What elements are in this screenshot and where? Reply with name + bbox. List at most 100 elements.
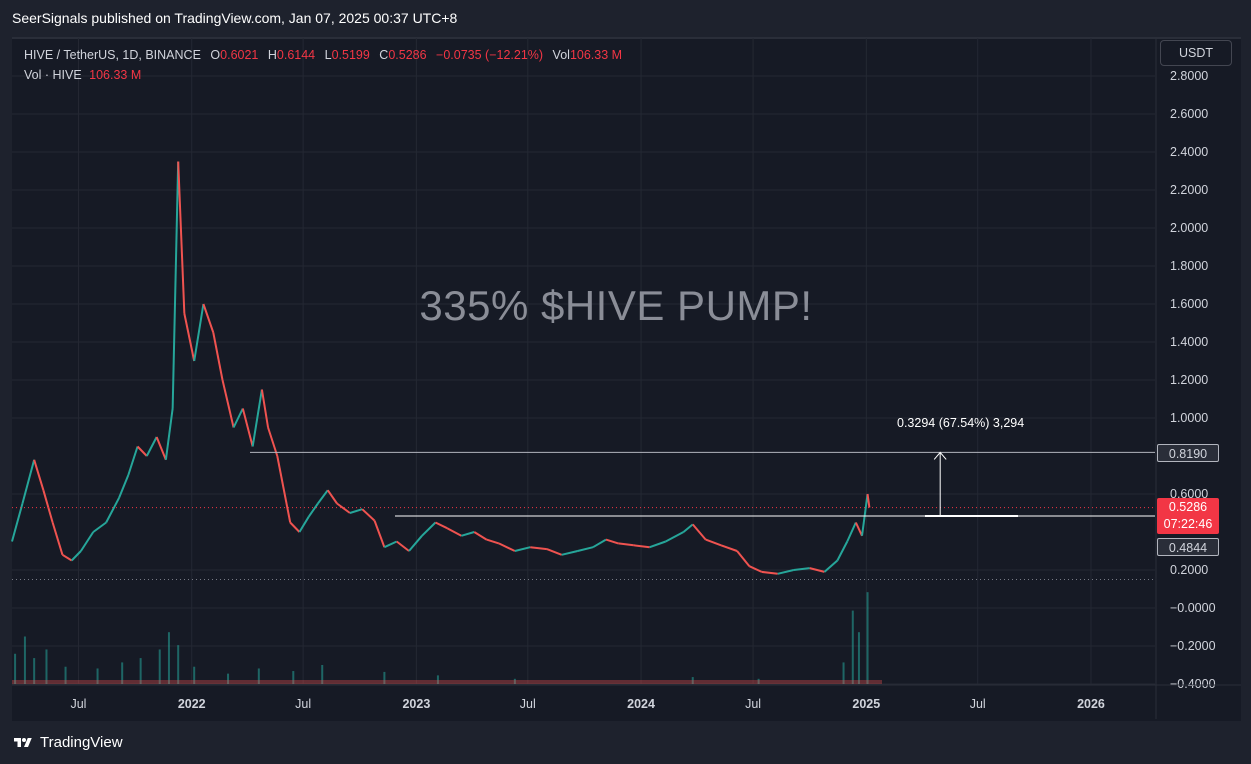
x-tick-label: 2023 [402, 697, 430, 711]
x-axis: Jul 2022 Jul 2023 Jul 2024 Jul 2025 Jul 2026 [12, 684, 1241, 711]
price-segment [105, 497, 120, 523]
legend-close-label: C [379, 48, 389, 62]
price-segment [736, 550, 751, 567]
price-segment [336, 502, 351, 514]
tradingview-footer[interactable]: TradingView [12, 734, 123, 751]
price-segment [267, 427, 279, 457]
price-segment [171, 161, 180, 409]
price-segment [396, 540, 410, 552]
price-segment [720, 544, 738, 552]
volume-bar [857, 632, 860, 684]
price-segment [748, 565, 763, 573]
chart-legend: HIVE / TetherUS, 1D, BINANCE O0.6021 H0.… [24, 45, 622, 85]
legend-high-label: H [267, 48, 277, 62]
price-segment [605, 538, 619, 545]
legend-volume: 106.33 M [569, 48, 623, 62]
price-segment [42, 489, 54, 523]
x-tick-label: Jul [520, 697, 536, 711]
price-segment [691, 523, 707, 541]
chart-pane[interactable] [12, 37, 1241, 721]
measure-label: 0.3294 (67.54%) 3,294 [897, 416, 1025, 430]
volume-bar [14, 653, 17, 684]
base-price-tag: 0.4844 [1157, 538, 1219, 556]
volume-bar [23, 636, 26, 684]
legend-high: 0.6144 [276, 48, 316, 62]
y-tick-label: −0.4000 [1170, 677, 1216, 691]
legend-low: 0.5199 [331, 48, 370, 62]
last-price-value: 0.5286 [1168, 500, 1208, 514]
y-tick-label: 2.4000 [1170, 145, 1208, 159]
legend-open: 0.6021 [220, 48, 259, 62]
price-series [11, 161, 871, 575]
price-segment [577, 546, 594, 552]
y-tick-label: 1.6000 [1170, 297, 1208, 311]
price-segment [618, 542, 634, 547]
volume-bar [121, 662, 124, 684]
price-segment [212, 332, 224, 381]
volume-bar [436, 675, 439, 684]
price-segment [665, 531, 684, 543]
price-segment [383, 540, 398, 549]
price-segment [33, 459, 45, 491]
x-tick-label: 2024 [627, 697, 655, 711]
volume-bar [96, 668, 99, 684]
price-segment [514, 546, 531, 552]
tradingview-logo-icon [14, 737, 32, 747]
price-segment [21, 459, 36, 504]
price-segment [861, 493, 869, 536]
legend-change: −0.0735 (−12.21%) [436, 48, 544, 62]
volume-bar [866, 592, 869, 684]
price-segment [183, 313, 196, 362]
price-segment [498, 542, 516, 552]
y-tick-label: 0.6000 [1170, 487, 1208, 501]
price-segment [846, 522, 857, 542]
x-tick-label: Jul [745, 697, 761, 711]
price-segment [446, 527, 462, 537]
volume-bar [193, 666, 196, 684]
legend-vol-row[interactable]: Vol · HIVE 106.33 M [24, 65, 622, 85]
volume-bar [45, 649, 48, 684]
price-segment [561, 550, 578, 556]
price-segment [251, 389, 263, 447]
y-tick-label: −0.0000 [1170, 601, 1216, 615]
price-segment [276, 455, 292, 523]
y-tick-label: 1.8000 [1170, 259, 1208, 273]
y-tick-label: 2.0000 [1170, 221, 1208, 235]
currency-button[interactable]: USDT [1160, 40, 1232, 66]
y-tick-label: −0.2000 [1170, 639, 1216, 653]
footer-brand: TradingView [40, 734, 123, 751]
price-segment [682, 523, 694, 533]
last-price-tag: 0.5286 07:22:46 [1157, 498, 1219, 534]
price-segment [70, 550, 82, 562]
volume-bar [139, 658, 142, 684]
publisher-line: SeerSignals published on TradingView.com… [12, 10, 458, 26]
price-segment [136, 445, 148, 457]
price-segment [260, 389, 270, 428]
volume-bar [64, 666, 67, 684]
legend-close: 0.5286 [388, 48, 427, 62]
legend-open-label: O [210, 48, 221, 62]
price-segment [155, 436, 167, 461]
price-segment [649, 540, 667, 549]
volume-bar [292, 671, 295, 684]
measure-tool [925, 451, 1018, 517]
price-segment [61, 553, 73, 562]
volume-bar [33, 658, 36, 684]
volume-bar [691, 677, 694, 684]
price-segment [80, 531, 95, 552]
chart-annotation-text: 335% $HIVE PUMP! [419, 282, 813, 329]
y-tick-label: 0.2000 [1170, 563, 1208, 577]
chart-grid [12, 38, 1155, 685]
price-segment [241, 408, 254, 447]
y-tick-label: 1.0000 [1170, 411, 1208, 425]
price-segment [793, 567, 810, 571]
volume-bars [12, 592, 882, 684]
x-tick-label: Jul [970, 697, 986, 711]
bar-countdown: 07:22:46 [1163, 517, 1213, 531]
price-segment [823, 559, 839, 573]
price-segment [486, 538, 500, 545]
price-segment [51, 522, 64, 556]
volume-bar [158, 649, 161, 684]
price-segment [473, 531, 488, 541]
